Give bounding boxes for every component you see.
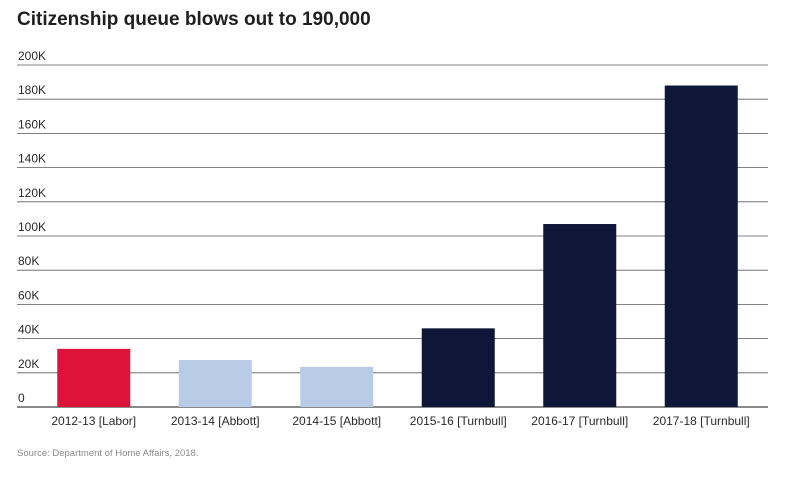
bar [421,328,495,407]
y-tick-label: 20K [18,357,39,371]
x-tick-label: 2013-14 [Abbott] [171,414,260,428]
x-tick-label: 2014-15 [Abbott] [292,414,381,428]
bar [543,224,617,407]
source-note: Source: Department of Home Affairs, 2018… [17,448,199,459]
y-tick-label: 0 [18,391,25,405]
bar [57,348,131,407]
bar [664,85,738,408]
y-tick-label: 180K [18,83,46,97]
chart-title: Citizenship queue blows out to 190,000 [17,9,371,30]
bar [178,359,252,407]
y-tick-label: 60K [18,288,39,302]
y-tick-label: 80K [18,254,39,268]
y-tick-label: 120K [18,186,46,200]
y-tick-label: 140K [18,152,46,166]
x-tick-label: 2017-18 [Turnbull] [653,414,750,428]
y-tick-label: 200K [18,49,46,63]
x-tick-label: 2012-13 [Labor] [51,414,136,428]
y-tick-label: 160K [18,117,46,131]
y-tick-label: 100K [18,220,46,234]
y-tick-label: 40K [18,323,39,337]
x-tick-label: 2015-16 [Turnbull] [410,414,507,428]
bar [300,366,374,407]
x-tick-label: 2016-17 [Turnbull] [531,414,628,428]
